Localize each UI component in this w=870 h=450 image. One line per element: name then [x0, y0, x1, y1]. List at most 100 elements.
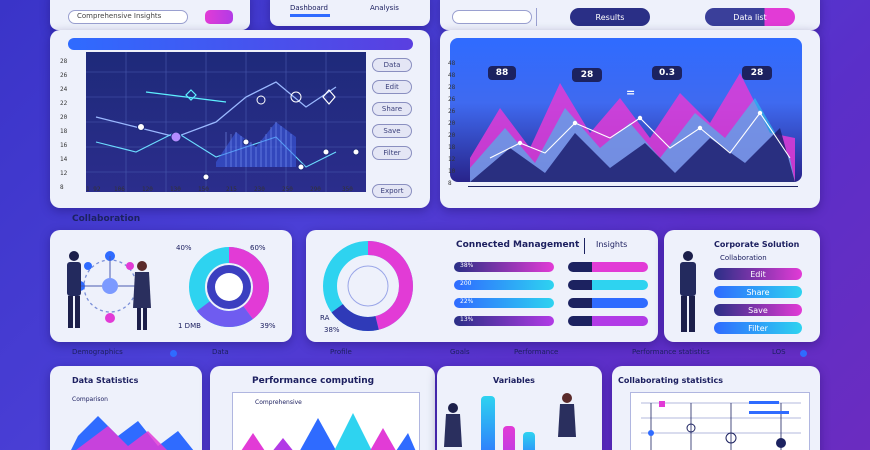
legend-item: LOS	[772, 348, 786, 356]
toggle-bar[interactable]	[568, 262, 648, 272]
mountain-chart-svg	[470, 73, 795, 182]
progress-label: 38%	[460, 262, 474, 269]
panel-title: Data Statistics	[72, 376, 139, 385]
legend-dot	[800, 350, 807, 357]
top-bar-right: Results Data list	[440, 0, 820, 30]
legend-row: Demographics Data Profile Goals Performa…	[0, 346, 870, 362]
y-tick: 14	[60, 156, 68, 163]
y-tick: 26	[448, 108, 456, 115]
y-tick: 18	[448, 144, 456, 151]
tab-analysis[interactable]: Analysis	[370, 4, 399, 12]
action-edit-button[interactable]: Edit	[714, 268, 802, 280]
title-divider	[584, 238, 585, 254]
trend-chart-svg	[86, 52, 366, 192]
side-button-filter[interactable]: Filter	[372, 146, 412, 160]
button-label: Filter	[748, 323, 768, 333]
progress-bar	[454, 298, 554, 308]
kpi-value-4: 28	[750, 68, 764, 78]
y-tick: 8	[60, 184, 64, 191]
search-input[interactable]: Comprehensive Insights	[68, 10, 188, 24]
chart-area	[86, 52, 366, 192]
side-button-save[interactable]: Save	[372, 124, 412, 138]
y-tick: 16	[60, 142, 68, 149]
panel-title: Performance computing	[252, 376, 375, 386]
x-tick: 106	[114, 186, 125, 193]
panel-title: Collaborating statistics	[618, 376, 723, 385]
chart-subtitle: Comprehensive	[255, 399, 302, 406]
area-chart	[71, 416, 194, 450]
side-button-edit[interactable]: Edit	[372, 80, 412, 94]
y-tick: 48	[448, 60, 456, 67]
y-tick: 28	[448, 84, 456, 91]
triangle-chart	[241, 413, 416, 450]
panel-performance-computing: Performance computing Comprehensive	[210, 366, 435, 450]
panel-connected-management: RA 38% Connected Management Insights 38%…	[306, 230, 658, 342]
filter-input[interactable]	[452, 10, 532, 24]
search-button[interactable]	[205, 10, 233, 24]
person-icon	[444, 403, 462, 447]
toggle-bar[interactable]	[568, 298, 648, 308]
x-tick: 130	[170, 186, 181, 193]
side-button-export[interactable]: Export	[372, 184, 412, 198]
panel-subtitle: Collaboration	[720, 254, 767, 262]
progress-bar	[454, 262, 554, 272]
chart-frame: Comprehensive	[232, 392, 420, 450]
panel-title: Variables	[493, 376, 535, 385]
button-label: Edit	[750, 269, 766, 279]
y-tick: 20	[448, 132, 456, 139]
button-label: Share	[746, 287, 770, 297]
x-tick: 120	[142, 186, 153, 193]
panel-subtitle: Comparison	[72, 396, 108, 403]
panel-header-bar	[68, 38, 413, 50]
tab-dashboard[interactable]: Dashboard	[290, 4, 328, 12]
action-save-button[interactable]: Save	[714, 304, 802, 316]
donut-chart-large	[323, 241, 413, 331]
panel-title: Corporate Solution	[714, 240, 800, 249]
side-button-share[interactable]: Share	[372, 102, 412, 116]
legend-item: Performance statistics	[632, 348, 710, 356]
progress-bar	[454, 316, 554, 326]
x-tick: 290	[310, 186, 321, 193]
person-icon	[133, 261, 151, 330]
panel-trend-chart: 28 26 24 22 20 18 16 14 12 8 1 92 106 12…	[50, 30, 430, 208]
legend-item: Demographics	[72, 348, 123, 356]
action-filter-button[interactable]: Filter	[714, 322, 802, 334]
progress-label: 22%	[460, 298, 474, 305]
action-share-button[interactable]: Share	[714, 286, 802, 298]
bar	[503, 426, 515, 450]
panel-collaborating-statistics: Collaborating statistics	[612, 366, 820, 450]
y-tick: 22	[60, 100, 68, 107]
data-list-button[interactable]: Data list	[705, 8, 795, 26]
legend-dot	[170, 350, 177, 357]
y-tick: 48	[448, 72, 456, 79]
kpi-badge-4: 28	[742, 66, 772, 80]
x-axis-ticks: 1 92 106 120 130 150 215 230 250 290 350	[86, 186, 366, 196]
x-tick: 230	[254, 186, 265, 193]
y-tick: 18	[60, 128, 68, 135]
x-tick: 150	[198, 186, 209, 193]
y-axis-ticks: 28 26 24 22 20 18 16 14 12 8	[60, 58, 84, 198]
donut-label-left: RA	[320, 314, 330, 322]
side-button-column: Data Edit Share Save Filter Export	[372, 58, 422, 198]
toggle-bar[interactable]	[568, 316, 648, 326]
toggle-bar[interactable]	[568, 280, 648, 290]
legend-item: Profile	[330, 348, 352, 356]
panel-mountain-chart: 88 = 28 0.3 28 48 48 28 26 26 20 20 18 1…	[440, 30, 820, 208]
top-bar-mid: Dashboard Analysis	[270, 0, 430, 26]
panel-title: Connected Management	[456, 240, 580, 250]
y-tick: 12	[448, 156, 456, 163]
kpi-value-2: 28	[580, 70, 594, 80]
results-button[interactable]: Results	[570, 8, 650, 26]
chart-frame	[630, 392, 810, 450]
dropdown-divider	[536, 8, 537, 26]
y-tick: 28	[60, 58, 68, 65]
y-tick: 24	[60, 86, 68, 93]
side-button-data[interactable]: Data	[372, 58, 412, 72]
y-tick: 10	[448, 168, 456, 175]
person-icon	[67, 251, 81, 328]
timeline-chart	[641, 401, 801, 450]
donut-label-bottom: 38%	[324, 326, 340, 334]
panel-subtitle: Insights	[596, 240, 628, 249]
panel-collaboration: 40% 60% 1 DMB 39%	[50, 230, 292, 342]
section-label-collaboration: Collaboration	[72, 214, 141, 224]
